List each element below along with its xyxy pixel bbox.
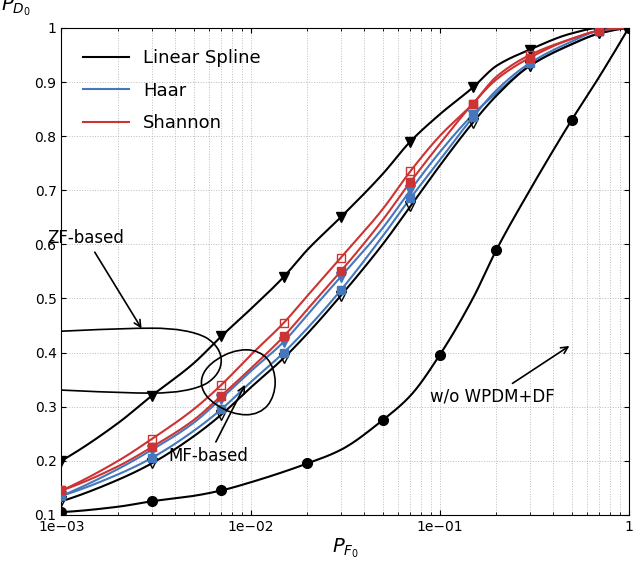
X-axis label: $P_{F_0}$: $P_{F_0}$: [332, 536, 358, 560]
Legend: Linear Spline, Haar, Shannon: Linear Spline, Haar, Shannon: [76, 42, 268, 139]
Text: w/o WPDM+DF: w/o WPDM+DF: [430, 347, 568, 406]
Text: ZF-based: ZF-based: [47, 229, 141, 327]
Y-axis label: $P_{D_0}$: $P_{D_0}$: [1, 0, 31, 18]
Text: MF-based: MF-based: [168, 387, 248, 465]
